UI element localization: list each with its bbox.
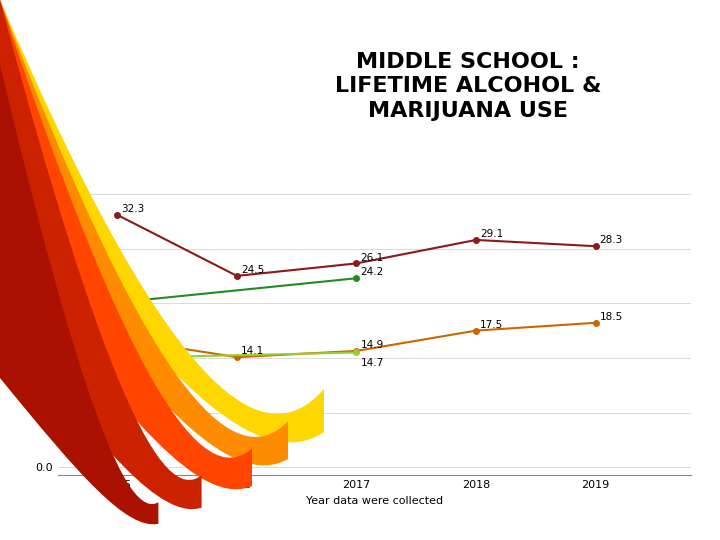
Text: 24.2: 24.2 xyxy=(361,267,384,278)
Text: 29.1: 29.1 xyxy=(480,229,503,239)
Text: 18.5: 18.5 xyxy=(600,312,623,322)
Text: 21.1: 21.1 xyxy=(83,292,106,302)
Line: NM YRRS: Alcohol: NM YRRS: Alcohol xyxy=(114,275,359,305)
NM YRRS: Marijuana: (2.02e+03, 14.7): Marijuana: (2.02e+03, 14.7) xyxy=(352,349,361,356)
Text: 16.5: 16.5 xyxy=(122,328,145,338)
Annual SFS: Alcohol: (2.02e+03, 29.1): Alcohol: (2.02e+03, 29.1) xyxy=(472,237,480,243)
Text: 14.9: 14.9 xyxy=(361,340,384,350)
Y-axis label: Percent: Percent xyxy=(12,306,22,348)
Text: MIDDLE SCHOOL :
LIFETIME ALCOHOL &
MARIJUANA USE: MIDDLE SCHOOL : LIFETIME ALCOHOL & MARIJ… xyxy=(335,52,601,121)
Text: 28.3: 28.3 xyxy=(600,235,623,245)
Annual SFS: Alcohol: (2.02e+03, 28.3): Alcohol: (2.02e+03, 28.3) xyxy=(591,243,600,249)
Annual SFS: Marijuana: (2.02e+03, 14.9): Marijuana: (2.02e+03, 14.9) xyxy=(352,348,361,354)
Annual SFS: Alcohol: (2.02e+03, 24.5): Alcohol: (2.02e+03, 24.5) xyxy=(233,273,241,279)
Annual SFS: Marijuana: (2.02e+03, 18.5): Marijuana: (2.02e+03, 18.5) xyxy=(591,320,600,326)
Line: Annual SFS: Marijuana: Annual SFS: Marijuana xyxy=(114,320,598,360)
Line: NM YRRS: Marijuana: NM YRRS: Marijuana xyxy=(114,350,359,361)
Annual SFS: Marijuana: (2.02e+03, 14.1): Marijuana: (2.02e+03, 14.1) xyxy=(233,354,241,360)
Text: 17.5: 17.5 xyxy=(480,320,503,330)
Text: 26.1: 26.1 xyxy=(361,253,384,262)
Line: Annual SFS: Alcohol: Annual SFS: Alcohol xyxy=(114,212,598,279)
Annual SFS: Marijuana: (2.02e+03, 16.5): Marijuana: (2.02e+03, 16.5) xyxy=(113,335,122,342)
NM YRRS: Marijuana: (2.02e+03, 14): Marijuana: (2.02e+03, 14) xyxy=(113,355,122,361)
Text: 32.3: 32.3 xyxy=(122,204,145,214)
Text: 14.7: 14.7 xyxy=(361,359,384,368)
Legend: Annual SFS: Alcohol, Annual SFS: Marijuana, NM YRRS: Alcohol, NM YRRS: Marijuana: Annual SFS: Alcohol, Annual SFS: Marijua… xyxy=(105,536,644,540)
NM YRRS: Alcohol: (2.02e+03, 24.2): Alcohol: (2.02e+03, 24.2) xyxy=(352,275,361,281)
NM YRRS: Alcohol: (2.02e+03, 21.1): Alcohol: (2.02e+03, 21.1) xyxy=(113,299,122,306)
X-axis label: Year data were collected: Year data were collected xyxy=(306,496,443,505)
Text: 14.0: 14.0 xyxy=(122,364,145,374)
Annual SFS: Alcohol: (2.02e+03, 26.1): Alcohol: (2.02e+03, 26.1) xyxy=(352,260,361,267)
Text: 14.1: 14.1 xyxy=(241,346,264,356)
Annual SFS: Marijuana: (2.02e+03, 17.5): Marijuana: (2.02e+03, 17.5) xyxy=(472,327,480,334)
Text: 24.5: 24.5 xyxy=(241,265,264,275)
Annual SFS: Alcohol: (2.02e+03, 32.3): Alcohol: (2.02e+03, 32.3) xyxy=(113,212,122,218)
